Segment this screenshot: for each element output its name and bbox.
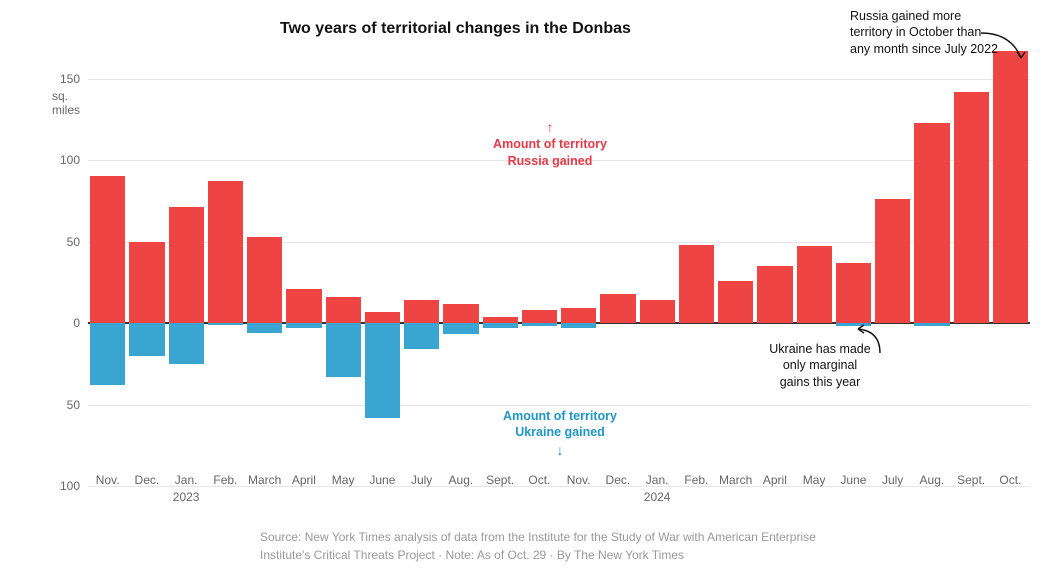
annotation-oct-record: Russia gained moreterritory in October t…	[850, 8, 1030, 57]
bar-slot	[443, 46, 478, 486]
bar-russia	[443, 304, 478, 324]
source-line-2: Institute's Critical Threats Project · N…	[260, 548, 684, 562]
x-tick-label: Sept.	[952, 473, 991, 504]
bar-russia	[561, 308, 596, 323]
bar-russia	[875, 199, 910, 323]
bar-ukraine	[836, 323, 871, 326]
x-tick-label: Nov.	[88, 473, 127, 504]
bar-slot	[797, 46, 832, 486]
x-tick-label: Feb.	[677, 473, 716, 504]
bar-russia	[90, 176, 125, 323]
bar-ukraine	[522, 323, 557, 326]
y-tick-label: 100	[40, 153, 80, 167]
annotation-ukraine-marginal: Ukraine has madeonly marginalgains this …	[750, 341, 890, 390]
bar-russia	[129, 242, 164, 323]
bar-slot	[365, 46, 400, 486]
bar-russia	[169, 207, 204, 323]
x-tick-label: May	[324, 473, 363, 504]
bar-slot	[169, 46, 204, 486]
bar-russia	[954, 92, 989, 323]
x-tick-label: Dec.	[598, 473, 637, 504]
bar-russia	[286, 289, 321, 323]
bar-russia	[679, 245, 714, 323]
bar-russia	[757, 266, 792, 323]
source-note: Source: New York Times analysis of data …	[260, 528, 816, 564]
bar-ukraine	[365, 323, 400, 418]
bar-slot	[954, 46, 989, 486]
bar-ukraine	[247, 323, 282, 333]
bar-russia	[326, 297, 361, 323]
y-tick-label: 0	[40, 316, 80, 330]
bar-slot	[326, 46, 361, 486]
bar-ukraine	[914, 323, 949, 326]
bar-russia	[365, 312, 400, 323]
bar-ukraine	[208, 323, 243, 325]
x-tick-label: May	[795, 473, 834, 504]
y-tick-label: 150	[40, 72, 80, 86]
x-tick-label: June	[834, 473, 873, 504]
y-tick-label: 50	[40, 235, 80, 249]
bar-ukraine	[443, 323, 478, 334]
bar-ukraine	[561, 323, 596, 328]
bar-ukraine	[286, 323, 321, 328]
bar-slot	[640, 46, 675, 486]
bar-slot	[914, 46, 949, 486]
x-tick-label: Jan.2024	[638, 473, 677, 504]
bar-slot	[286, 46, 321, 486]
x-tick-label: Feb.	[206, 473, 245, 504]
x-tick-label: Jan.2023	[167, 473, 206, 504]
x-axis: Nov.Dec.Jan.2023Feb.MarchAprilMayJuneJul…	[88, 473, 1030, 504]
x-tick-label: April	[284, 473, 323, 504]
bar-russia	[718, 281, 753, 323]
source-line-1: Source: New York Times analysis of data …	[260, 530, 816, 544]
bar-slot	[718, 46, 753, 486]
bar-slot	[757, 46, 792, 486]
bar-slot	[247, 46, 282, 486]
bar-slot	[679, 46, 714, 486]
bar-slot	[129, 46, 164, 486]
bar-russia	[522, 310, 557, 323]
bar-russia	[247, 237, 282, 323]
x-tick-label: Sept.	[481, 473, 520, 504]
bar-russia	[797, 246, 832, 323]
x-tick-label: April	[755, 473, 794, 504]
y-unit-label: sq.miles	[52, 89, 80, 118]
x-tick-label: July	[402, 473, 441, 504]
x-tick-label: Oct.	[520, 473, 559, 504]
bar-ukraine	[404, 323, 439, 349]
bar-russia	[640, 300, 675, 323]
bar-slot	[90, 46, 125, 486]
bar-slot	[404, 46, 439, 486]
x-tick-label: Oct.	[991, 473, 1030, 504]
bar-russia	[836, 263, 871, 323]
bar-ukraine	[483, 323, 518, 328]
bar-russia	[208, 181, 243, 323]
bar-slot	[993, 46, 1028, 486]
bar-russia	[914, 123, 949, 323]
x-tick-label: Aug.	[441, 473, 480, 504]
bar-ukraine	[90, 323, 125, 385]
bar-slot	[875, 46, 910, 486]
bar-ukraine	[169, 323, 204, 364]
bar-russia	[600, 294, 635, 323]
x-tick-label: Nov.	[559, 473, 598, 504]
annotation-ukraine: Amount of territoryUkraine gained↓	[480, 408, 640, 459]
bar-ukraine	[326, 323, 361, 377]
chart-area: 05010015050100sq.milesNov.Dec.Jan.2023Fe…	[30, 46, 1030, 486]
y-tick-label: 100	[40, 479, 80, 493]
x-tick-label: June	[363, 473, 402, 504]
x-tick-label: July	[873, 473, 912, 504]
x-tick-label: March	[716, 473, 755, 504]
bar-russia	[404, 300, 439, 323]
bar-slot	[836, 46, 871, 486]
bar-ukraine	[129, 323, 164, 356]
bar-slot	[208, 46, 243, 486]
bar-russia	[993, 51, 1028, 323]
x-tick-label: March	[245, 473, 284, 504]
x-tick-label: Aug.	[912, 473, 951, 504]
x-tick-label: Dec.	[127, 473, 166, 504]
y-tick-label: 50	[40, 398, 80, 412]
annotation-russia: ↑Amount of territoryRussia gained	[470, 118, 630, 169]
